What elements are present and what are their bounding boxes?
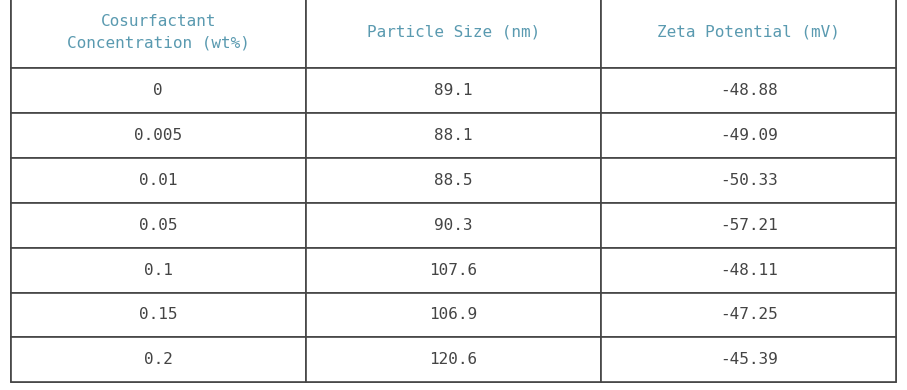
Text: 88.1: 88.1 [434,128,473,143]
Text: -48.88: -48.88 [720,83,777,98]
Bar [306,248,601,292]
Text: 0.05: 0.05 [139,218,178,233]
Text: 0.005: 0.005 [134,128,182,143]
Text: 0.1: 0.1 [144,262,172,278]
Text: 90.3: 90.3 [434,218,473,233]
Text: Zeta Potential (mV): Zeta Potential (mV) [658,25,840,40]
Bar [11,113,306,158]
Text: 120.6: 120.6 [429,352,478,367]
Bar [11,248,306,292]
Bar [11,68,306,113]
Text: 89.1: 89.1 [434,83,473,98]
Text: 0.2: 0.2 [144,352,172,367]
Bar [306,68,601,113]
Text: -45.39: -45.39 [720,352,777,367]
Bar [601,113,896,158]
Text: 88.5: 88.5 [434,173,473,188]
Bar [601,337,896,382]
Text: 0: 0 [153,83,163,98]
Bar [601,158,896,203]
Bar [306,337,601,382]
Bar [601,248,896,292]
Bar [306,0,601,68]
Bar [601,203,896,248]
Text: 0.15: 0.15 [139,307,178,323]
Bar [11,292,306,337]
Text: Particle Size (nm): Particle Size (nm) [366,25,541,40]
Bar [306,203,601,248]
Bar [306,113,601,158]
Bar [11,203,306,248]
Text: -48.11: -48.11 [720,262,777,278]
Text: Cosurfactant
Concentration (wt%): Cosurfactant Concentration (wt%) [67,14,249,51]
Bar [11,337,306,382]
Bar [601,0,896,68]
Text: 0.01: 0.01 [139,173,178,188]
Text: -49.09: -49.09 [720,128,777,143]
Bar [306,158,601,203]
Text: -57.21: -57.21 [720,218,777,233]
Bar [11,0,306,68]
Text: -50.33: -50.33 [720,173,777,188]
Bar [601,68,896,113]
Bar [601,292,896,337]
Bar [306,292,601,337]
Bar [11,158,306,203]
Text: 107.6: 107.6 [429,262,478,278]
Text: -47.25: -47.25 [720,307,777,323]
Text: 106.9: 106.9 [429,307,478,323]
